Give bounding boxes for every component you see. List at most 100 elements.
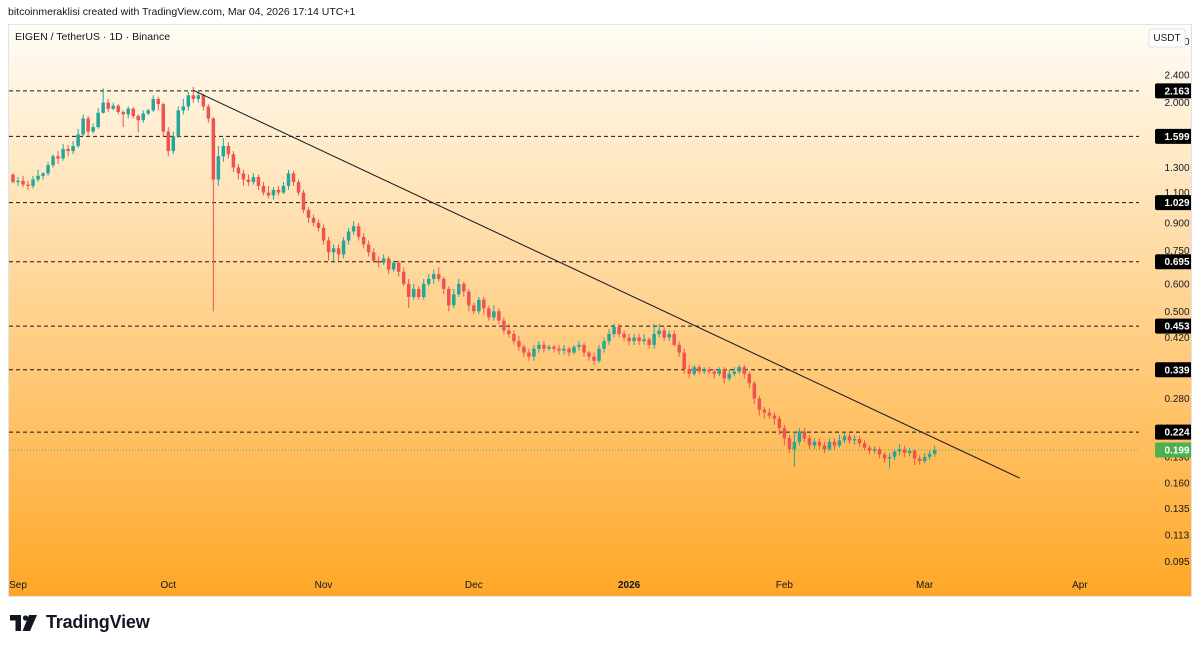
candle-body [101,102,105,113]
candle-body [712,371,717,374]
candle-body [767,412,772,416]
candle-body [336,248,341,255]
candle-body [136,116,140,121]
candle-body [557,348,561,351]
candle-body [171,136,176,152]
candle-body [497,311,501,321]
candle-body [131,108,135,117]
level-price-label: 1.599 [1164,132,1189,143]
candle-body [757,398,762,410]
x-tick-label: Oct [160,580,176,591]
candle-body [687,369,691,374]
candle-body [537,344,541,349]
level-price-label: 1.029 [1164,198,1189,209]
candle-body [732,371,737,374]
candle-body [396,262,401,272]
candle-body [527,352,531,357]
candle-body [577,344,581,347]
candle-body [196,95,201,99]
x-tick-label: Dec [465,580,483,591]
candle-body [862,443,867,448]
candle-body [276,189,281,193]
candle-body [492,311,496,318]
tradingview-logo-icon [10,614,37,631]
candle-body [792,441,797,450]
candle-body [356,226,361,237]
candle-body [161,104,166,132]
candle-body [702,369,706,372]
y-tick-label: 0.420 [1164,333,1189,344]
candle-body [867,447,872,451]
candle-body [266,192,271,196]
x-tick-label: Sep [9,580,27,591]
candle-body [842,436,847,441]
candle-body [737,367,742,372]
level-price-label-bg [1155,254,1191,270]
candle-body [366,244,371,253]
x-tick-label: Feb [776,580,794,591]
candle-body [567,348,571,353]
candle-body [71,145,75,152]
candle-body [411,288,416,297]
candle-body [907,450,912,454]
candle-body [241,173,246,180]
candle-body [472,305,476,312]
candle-body [547,346,551,349]
candle-body [361,236,366,245]
trendline [193,89,1021,479]
candle-body [837,440,842,446]
candle-body [487,308,491,318]
candle-body [562,348,566,351]
candle-body [452,294,456,306]
candle-body [922,456,927,461]
candle-body [416,288,421,297]
candle-body [191,95,196,99]
y-tick-label: 0.900 [1164,218,1189,229]
candle-body [682,352,686,370]
candle-body [802,431,807,439]
candle-body [637,337,641,342]
candle-body [296,182,301,193]
candle-body [522,346,526,353]
candle-body [11,174,15,183]
candle-body [401,271,406,284]
level-price-label-bg [1155,318,1191,334]
candle-body [532,348,536,357]
candle-body [81,118,85,135]
candle-body [281,185,286,193]
y-tick-label: 0.113 [1165,531,1190,542]
candle-body [21,180,25,185]
candle-body [442,278,446,289]
candle-body [717,369,722,374]
candle-body [206,106,211,119]
candle-body [216,156,221,180]
tradingview-logo[interactable]: TradingView [10,612,150,633]
candle-body [431,274,436,279]
candle-body [872,449,877,451]
candle-body [932,449,937,454]
candle-body [406,283,411,297]
candle-body [572,346,576,353]
price-chart: EIGEN / TetherUS · 1D · Binance 3.0002.4… [9,25,1191,596]
candle-body [752,383,757,399]
candle-body [141,113,145,121]
candle-body [707,369,711,372]
y-tick-label: 0.600 [1164,279,1189,290]
candle-body [807,438,812,446]
level-price-label: 0.453 [1164,322,1189,333]
candle-body [747,373,752,384]
candle-body [61,148,65,159]
candle-body [156,98,161,105]
level-price-label: 0.339 [1164,365,1189,376]
y-tick-label: 0.750 [1164,246,1189,257]
y-tick-label: 0.160 [1164,478,1189,489]
currency-label: USDT [1153,33,1180,44]
chart-panel[interactable]: EIGEN / TetherUS · 1D · Binance 3.0002.4… [8,24,1192,597]
level-price-label: 0.224 [1164,428,1189,439]
candle-body [106,102,110,109]
level-price-label: 2.163 [1164,86,1189,97]
candle-body [542,344,546,349]
candle-body [321,227,326,241]
candle-body [211,118,216,180]
candle-body [437,274,441,279]
